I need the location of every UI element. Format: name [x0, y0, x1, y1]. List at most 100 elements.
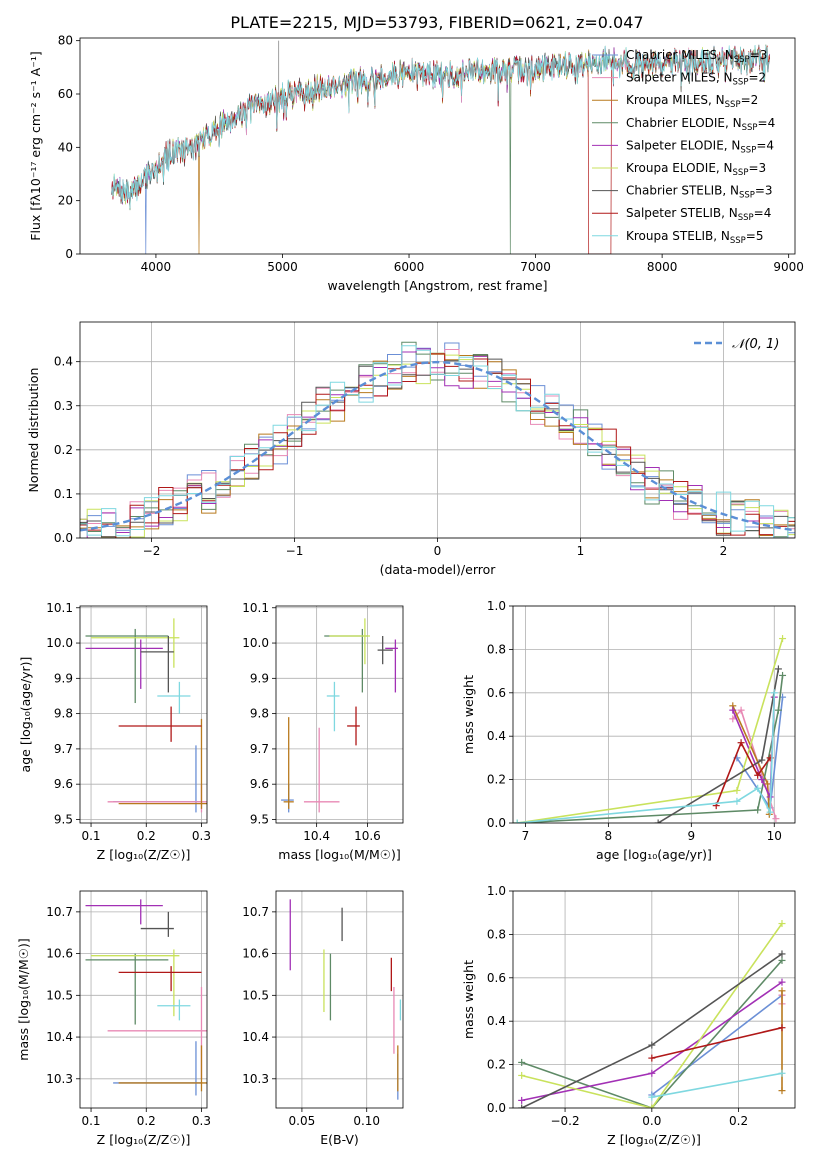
grid-weight-vs-age [513, 605, 795, 824]
weight-series [651, 1072, 783, 1098]
weight-marker [648, 1093, 656, 1101]
y-tick-label: 60 [58, 87, 73, 101]
y-tick-label: 20 [58, 194, 73, 208]
figure-title: PLATE=2215, MJD=53793, FIBERID=0621, z=0… [230, 13, 643, 32]
weight-marker [518, 1104, 526, 1108]
weight-marker [737, 739, 745, 747]
errorbar-point [107, 986, 207, 1079]
weight-marker [729, 706, 737, 714]
y-tick-label: 9.8 [54, 707, 73, 721]
panel-mass-vs-Z: 0.1 0.2 0.3 10.3 10.4 10.5 10.6 10.7 Z [log₁₀(Z/… [16, 890, 211, 1147]
weight-marker [772, 815, 780, 823]
x-tick-label: 9 [688, 829, 696, 843]
plot-area-age-vs-mass [281, 618, 398, 813]
y-tick-label: 0.6 [487, 686, 506, 700]
legend-entry: Salpeter ELODIE, NSSP=4 [626, 138, 774, 155]
x-axis-label: (data-model)/error [380, 562, 497, 577]
errorbar-point [91, 949, 180, 1017]
plot-area-mass-vs-Z [85, 899, 207, 1096]
x-tick-label: 10.4 [303, 829, 330, 843]
y-axis-label: mass weight [461, 675, 476, 754]
errorbar-point [118, 718, 207, 809]
errorbar-point [347, 706, 360, 746]
y-tick-label: 10.6 [46, 947, 73, 961]
y-tick-label: 10.4 [46, 1030, 73, 1044]
axes-frame [275, 890, 404, 1109]
errorbar-point [385, 639, 398, 693]
panel-residuals: −2 −1 0 1 2 0.0 0.1 0.2 0.3 0.4 (data-model)/error… [26, 321, 796, 577]
y-tick-label: 0.6 [487, 971, 506, 985]
y-tick-label: 10.0 [242, 636, 269, 650]
y-tick-label: 9.7 [250, 742, 269, 756]
weight-marker [518, 1096, 526, 1104]
x-axis-label: age [log₁₀(age/yr)] [596, 847, 712, 862]
y-axis-label: mass weight [461, 960, 476, 1039]
weight-marker [774, 706, 782, 714]
y-tick-label: 10.5 [242, 988, 269, 1002]
axes-frame [79, 321, 796, 539]
legend-entry: Chabrier ELODIE, NSSP=4 [626, 116, 775, 133]
errorbar-point [85, 628, 169, 704]
y-tick-label: 1.0 [487, 599, 506, 613]
y-tick-label: 10.3 [46, 1072, 73, 1086]
weight-marker [754, 806, 762, 814]
axes-frame [512, 605, 796, 824]
x-tick-label: 0.05 [289, 1114, 316, 1128]
y-tick-label: 10.6 [242, 947, 269, 961]
y-tick-label: 0.0 [487, 1101, 506, 1115]
weight-marker [770, 689, 778, 697]
x-tick-label: 6000 [394, 260, 425, 274]
gaussian-legend-label: 𝒩(0, 1) [732, 337, 779, 352]
errorbar-point [140, 635, 174, 693]
errorbar-point [281, 784, 294, 813]
errorbar-point [85, 899, 163, 925]
y-tick-label: 9.5 [54, 812, 73, 826]
weight-marker [737, 706, 745, 714]
legend-entry: Kroupa ELODIE, NSSP=3 [626, 161, 766, 178]
y-tick-label: 10.3 [242, 1072, 269, 1086]
errorbar-point [329, 618, 370, 665]
weight-marker [648, 1069, 656, 1077]
gaussian-curve [80, 360, 793, 532]
weight-marker [778, 1024, 786, 1032]
y-tick-label: 0.2 [487, 1058, 506, 1072]
x-tick-label: 7 [522, 829, 530, 843]
x-tick-label: 0.3 [192, 1114, 211, 1128]
weight-series [521, 959, 783, 1108]
legend-entry: Kroupa MILES, NSSP=2 [626, 93, 758, 110]
x-tick-label: 9000 [773, 260, 804, 274]
panel-age-vs-mass: 10.4 10.6 9.5 9.6 9.7 9.8 9.9 10.0 10.1 mass [log… [242, 601, 404, 862]
grid-mass-vs-ebv [276, 891, 403, 1108]
x-tick-label: 5000 [267, 260, 298, 274]
x-axis-label: Z [log₁₀(Z/Z☉)] [97, 1132, 191, 1147]
weight-series [715, 740, 771, 806]
x-axis-label: mass [log₁₀(M/M☉)] [278, 847, 400, 862]
y-tick-label: 0.8 [487, 642, 506, 656]
x-tick-label: 0.10 [353, 1114, 380, 1128]
x-tick-label: 0 [434, 544, 442, 558]
errorbar-point [283, 717, 294, 809]
x-tick-label: −0.2 [550, 1114, 579, 1128]
legend-entry: Salpeter STELIB, NSSP=4 [626, 206, 771, 223]
errorbar-point [303, 727, 340, 813]
legend-entry: Kroupa STELIB, NSSP=5 [626, 229, 764, 246]
y-tick-label: 0.4 [54, 355, 73, 369]
axes-frame [512, 890, 796, 1109]
weight-marker [778, 956, 786, 964]
grid-age-vs-Z [80, 606, 207, 823]
errorbar-point [140, 911, 174, 937]
x-tick-label: 8000 [647, 260, 678, 274]
x-tick-label: −2 [143, 544, 161, 558]
x-tick-label: 0.0 [642, 1114, 661, 1128]
y-tick-label: 0.4 [487, 1014, 506, 1028]
spectrum-legend: Chabrier MILES, NSSP=3 Salpeter MILES, NS… [592, 48, 775, 246]
panel-age-vs-Z: 0.1 0.2 0.3 9.5 9.6 9.7 9.8 9.9 10.0 10.1 Z [log₁₀… [18, 601, 211, 862]
y-tick-label: 1.0 [487, 884, 506, 898]
y-tick-label: 80 [58, 34, 73, 48]
axes-frame [79, 37, 796, 255]
y-tick-label: 10.1 [46, 601, 73, 615]
y-tick-label: 10.1 [242, 601, 269, 615]
y-tick-label: 0.4 [487, 729, 506, 743]
x-tick-label: 10 [767, 829, 782, 843]
